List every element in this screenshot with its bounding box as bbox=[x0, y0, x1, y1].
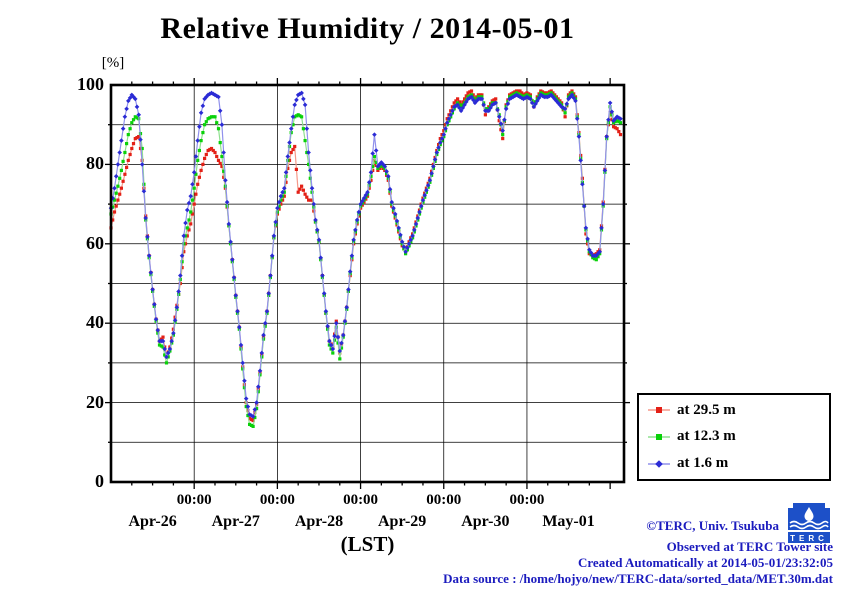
logo-wave-line-2 bbox=[789, 524, 829, 530]
series-markers-at16m bbox=[108, 90, 623, 419]
logo-text-strip bbox=[788, 532, 830, 543]
series-line-at16m bbox=[110, 91, 621, 418]
legend-item-at12.3m: at 12.3 m bbox=[647, 425, 829, 449]
legend-marker bbox=[648, 433, 670, 440]
legend-label: at 1.6 m bbox=[677, 455, 729, 472]
plot-frame bbox=[109, 83, 626, 484]
series-line-at123m bbox=[110, 91, 621, 428]
x-axis-title: (LST) bbox=[340, 532, 395, 556]
logo-droplet-icon bbox=[804, 507, 814, 521]
legend-box: at 29.5 m at 12.3 m at 1.6 m bbox=[637, 393, 831, 481]
series-line-at295m bbox=[110, 89, 622, 422]
y-axis-unit-label: [%] bbox=[101, 55, 125, 71]
legend-item-at29.5m: at 29.5 m bbox=[647, 398, 829, 422]
footer-created-timestamp: Created Automatically at 2014-05-01/23:3… bbox=[577, 555, 833, 570]
chart-title: Relative Humidity / 2014-05-01 bbox=[160, 12, 575, 45]
legend-marker bbox=[648, 407, 670, 414]
legend-label: at 12.3 m bbox=[677, 428, 736, 445]
series-markers-at295m bbox=[109, 89, 623, 423]
terc-logo: TERC bbox=[788, 503, 830, 543]
logo-text: TERC bbox=[790, 534, 828, 543]
footer-data-source: Data source : /home/hojyo/new/TERC-data/… bbox=[443, 571, 833, 586]
legend-item-at1.6m: at 1.6 m bbox=[647, 452, 829, 476]
legend-label: at 29.5 m bbox=[677, 401, 736, 418]
logo-wave-line-1 bbox=[789, 520, 829, 526]
legend-marker bbox=[648, 459, 670, 468]
footer-copyright: ©TERC, Univ. Tsukuba bbox=[646, 518, 779, 533]
series-markers-at123m bbox=[109, 91, 623, 428]
